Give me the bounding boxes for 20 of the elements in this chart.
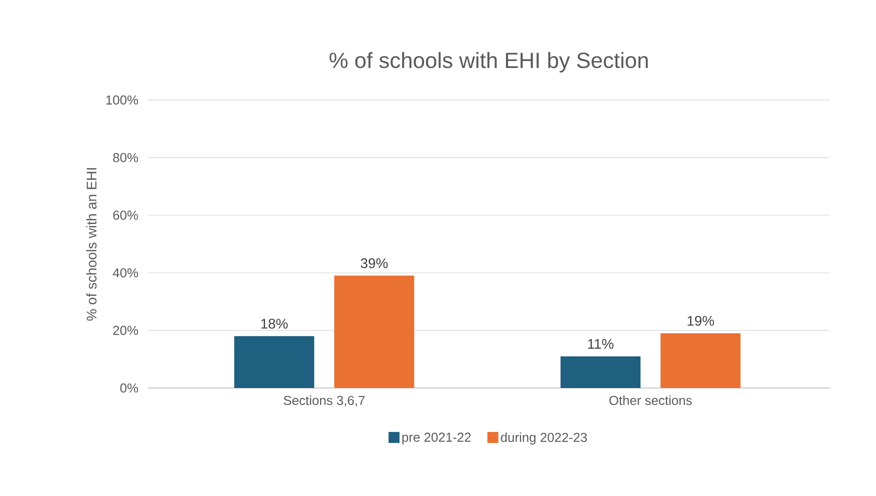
y-tick-label: 100% — [106, 95, 138, 105]
x-tick-label: Other sections — [609, 396, 692, 406]
y-tick-label: 20% — [113, 326, 138, 335]
bar — [234, 336, 314, 388]
y-tick-label: 0% — [120, 383, 138, 393]
data-label: 39% — [360, 258, 388, 268]
data-label: 11% — [588, 339, 614, 349]
bar — [560, 356, 641, 388]
data-label: 18% — [261, 318, 288, 329]
y-tick-label: 60% — [113, 210, 138, 220]
bar — [334, 276, 414, 388]
chart-title: % of schools with EHI by Section — [330, 52, 648, 72]
y-axis-title: % of schools with an EHI — [86, 168, 97, 321]
x-tick-label: Sections 3,6,7 — [284, 396, 365, 407]
y-tick-label: 80% — [113, 153, 138, 162]
legend-label: during 2022-23 — [500, 432, 587, 445]
y-tick-label: 40% — [112, 268, 138, 278]
legend-label: pre 2021-22 — [402, 432, 471, 444]
data-label: 19% — [688, 316, 714, 326]
bar — [660, 333, 741, 388]
